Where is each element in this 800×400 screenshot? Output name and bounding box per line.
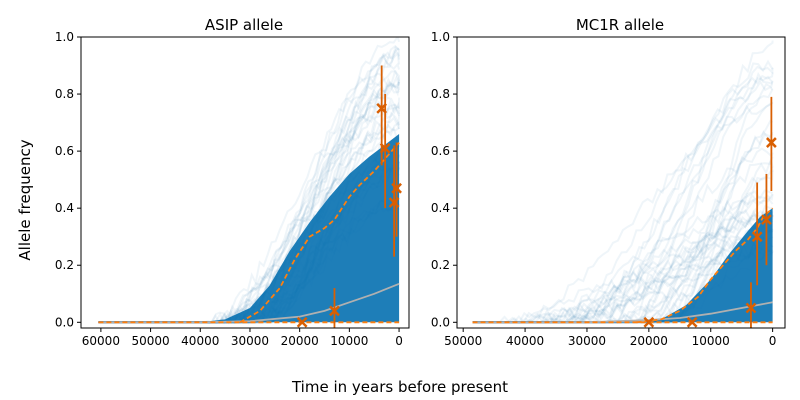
- x-tick-label: 10000: [692, 334, 730, 348]
- x-marker: [766, 137, 777, 148]
- trajectory-line: [472, 210, 774, 324]
- trajectory-line: [472, 40, 774, 324]
- panel-asip: ASIP allele 60000 50000 40000 30000 20000 100…: [55, 16, 410, 348]
- panel-mc1r: MC1R allele 50000 40000 30000 20000 10000 0 0.…: [431, 16, 786, 348]
- posterior-band: [200, 134, 400, 323]
- x-tick-label: 50000: [131, 334, 169, 348]
- observation-point: [766, 96, 777, 192]
- trajectory-line: [472, 228, 774, 324]
- trajectory-line: [472, 209, 774, 324]
- x-tick-label: 10000: [330, 334, 368, 348]
- y-tick-label: 0.8: [431, 87, 450, 101]
- y-tick-label: 0.2: [431, 258, 450, 272]
- x-tick-label: 30000: [231, 334, 269, 348]
- y-tick-label: 0.0: [431, 315, 450, 329]
- trajectory-line: [472, 147, 774, 324]
- trajectory-line: [98, 82, 401, 324]
- observation-point: [751, 182, 763, 286]
- x-axis-label: Time in years before present: [291, 378, 508, 396]
- y-tick-label: 0.8: [55, 87, 74, 101]
- y-tick-label: 0.2: [55, 258, 74, 272]
- axes-ticks: 60000 50000 40000 30000 20000 10000 0 0.0 0.2 0.4…: [55, 30, 403, 348]
- trajectory-line: [472, 79, 774, 324]
- x-tick-label: 40000: [506, 334, 544, 348]
- trajectory-line: [472, 228, 774, 324]
- plot-area: [98, 37, 402, 328]
- x-marker: [751, 231, 763, 243]
- y-tick-label: 0.4: [431, 201, 450, 215]
- y-tick-label: 0.6: [431, 144, 450, 158]
- trajectory-line: [98, 96, 400, 325]
- trajectory-line: [472, 224, 774, 324]
- x-marker: [329, 305, 340, 317]
- trajectory-line: [472, 72, 774, 324]
- trajectory-line: [472, 101, 774, 324]
- trajectory-line: [472, 196, 774, 324]
- x-tick-label: 20000: [630, 334, 668, 348]
- trajectory-line: [472, 156, 774, 324]
- observation-point: [296, 316, 308, 328]
- trajectory-line: [472, 216, 774, 324]
- trajectory-line: [472, 193, 774, 324]
- trajectory-line: [98, 45, 401, 324]
- posterior-band: [636, 208, 773, 323]
- mean-line: [98, 282, 400, 324]
- trajectory-line: [472, 71, 773, 324]
- axes-ticks: 50000 40000 30000 20000 10000 0 0.0 0.2 0.4 0.6 0.…: [431, 30, 777, 348]
- trajectory-line: [98, 121, 401, 324]
- observation-point: [379, 94, 391, 209]
- x-tick-label: 20000: [281, 334, 319, 348]
- y-tick-label: 0.0: [55, 315, 74, 329]
- observation-point: [745, 282, 757, 328]
- observation-point: [643, 316, 655, 328]
- trajectory-line: [98, 98, 401, 325]
- trajectory-line: [472, 88, 774, 324]
- trajectory-line: [472, 131, 774, 324]
- observation-point: [686, 316, 698, 328]
- x-tick-label: 60000: [82, 334, 120, 348]
- trajectory-line: [472, 65, 774, 324]
- trajectory-line: [472, 59, 774, 325]
- x-tick-label: 0: [395, 334, 403, 348]
- trajectory-line: [472, 130, 774, 324]
- x-tick-label: 0: [769, 334, 777, 348]
- y-tick-label: 1.0: [431, 30, 450, 44]
- trajectory-line: [98, 69, 401, 325]
- observation-point: [329, 288, 340, 328]
- y-axis-label: Allele frequency: [16, 139, 34, 260]
- x-marker: [296, 316, 308, 328]
- x-marker: [643, 316, 655, 328]
- observation-point: [761, 173, 772, 266]
- trajectory-line: [472, 204, 774, 324]
- trajectory-line: [472, 101, 774, 325]
- x-marker: [391, 182, 402, 194]
- panel-title: MC1R allele: [576, 16, 664, 34]
- trajectory-line: [472, 193, 774, 324]
- observation-point: [391, 142, 402, 237]
- y-tick-label: 0.4: [55, 201, 74, 215]
- trajectory-line: [472, 189, 773, 324]
- trajectory-line: [472, 213, 774, 324]
- trajectory-line: [98, 59, 401, 324]
- trajectory-line: [98, 97, 401, 325]
- x-tick-label: 50000: [444, 334, 482, 348]
- plot-area: [472, 40, 777, 328]
- y-tick-label: 0.6: [55, 144, 74, 158]
- x-marker: [761, 214, 772, 225]
- panel-title: ASIP allele: [205, 16, 283, 34]
- x-tick-label: 30000: [568, 334, 606, 348]
- x-marker: [745, 302, 757, 314]
- axes-frame: [80, 36, 410, 329]
- trajectory-line: [98, 70, 401, 324]
- trajectory-line: [472, 75, 774, 324]
- x-tick-label: 40000: [181, 334, 219, 348]
- x-marker: [686, 316, 698, 328]
- y-tick-label: 1.0: [55, 30, 74, 44]
- median-dashed-line: [636, 207, 774, 324]
- axes-frame: [456, 36, 786, 329]
- trajectory-line: [472, 211, 773, 324]
- x-marker: [379, 142, 391, 154]
